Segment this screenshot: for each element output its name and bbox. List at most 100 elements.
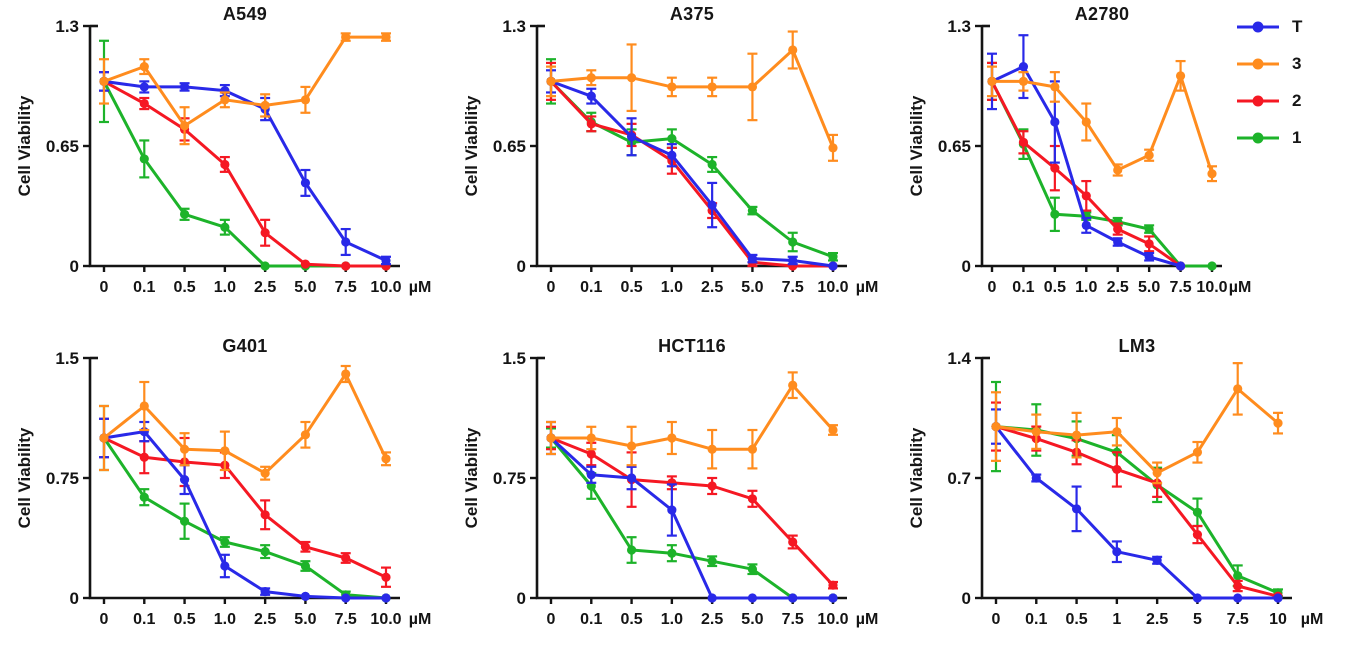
chart-lm3: Cell Viability LM3 0 0.7 1.4 0 0.1 0.5 1 2.5 5 7.… — [900, 332, 1340, 650]
data-point-3 — [1175, 71, 1186, 81]
chart-g401: Cell Viability G401 0 0.75 1.5 0 0.1 0.5 1.0 2.… — [8, 332, 448, 650]
data-point-T — [220, 561, 230, 571]
x-tick-label: 0.1 — [133, 279, 155, 296]
axis — [535, 26, 847, 268]
y-tick-label: 0.65 — [493, 137, 526, 156]
legend-dot — [1252, 21, 1264, 32]
y-tick-label: 0 — [962, 257, 971, 276]
series-line-3 — [102, 372, 388, 475]
y-tick-label: 0 — [962, 589, 971, 608]
x-tick-label: 0 — [988, 279, 997, 296]
series-line-1 — [549, 436, 835, 600]
data-point-3 — [828, 425, 838, 435]
data-point-3 — [707, 82, 717, 92]
data-point-T — [707, 593, 717, 603]
data-point-2 — [139, 98, 149, 109]
y-tick-label: 0 — [517, 589, 526, 608]
data-point-2 — [341, 261, 351, 271]
y-tick-label: 0 — [70, 589, 79, 608]
series-line-3 — [102, 35, 388, 128]
data-point-1 — [220, 537, 230, 547]
x-tick-label: 10.0 — [370, 279, 401, 296]
y-tick-label: 0 — [517, 257, 526, 276]
x-tick-label: 2.5 — [1146, 611, 1168, 628]
chart-title: A375 — [669, 4, 715, 24]
chart-title: A549 — [222, 4, 268, 24]
x-tick-label: 5.0 — [294, 611, 316, 628]
series-line-2 — [549, 79, 835, 268]
legend-dot — [1252, 132, 1264, 143]
x-tick-label: 7.5 — [1227, 611, 1249, 628]
x-unit-label: µM — [409, 279, 432, 296]
x-tick-label: 0 — [547, 611, 556, 628]
x-tick-label: 1.0 — [214, 611, 236, 628]
data-point-3 — [1192, 447, 1203, 457]
data-point-T — [179, 82, 190, 92]
data-point-T — [300, 178, 311, 188]
y-tick-label: 1.3 — [947, 17, 971, 36]
data-point-T — [1050, 117, 1060, 127]
data-point-T — [788, 593, 798, 603]
chart-title: A2780 — [1074, 4, 1130, 24]
x-tick-label: 2.5 — [254, 279, 276, 296]
data-point-2 — [381, 572, 391, 582]
data-point-1 — [1050, 209, 1060, 219]
data-point-3 — [707, 444, 717, 454]
x-tick-label: 1.0 — [661, 279, 683, 296]
data-point-3 — [381, 32, 391, 42]
x-tick-label: 2.5 — [1107, 279, 1129, 296]
plot-lm3: 0 0.7 1.4 0 0.1 0.5 1 2.5 5 7.5 10 µM — [947, 349, 1323, 628]
series-line-1 — [990, 79, 1214, 268]
data-point-3 — [788, 45, 798, 55]
data-point-3 — [1144, 150, 1154, 160]
data-point-T — [1018, 62, 1029, 72]
x-tick-label: 10 — [1269, 611, 1287, 628]
data-point-T — [1081, 220, 1091, 230]
data-point-3 — [99, 76, 109, 86]
data-point-1 — [139, 154, 149, 164]
data-point-1 — [260, 261, 270, 271]
data-point-T — [707, 200, 717, 210]
y-tick-label: 0.75 — [46, 469, 79, 488]
x-tick-label: 0.5 — [173, 611, 195, 628]
series-line-T — [994, 425, 1280, 600]
data-point-1 — [788, 237, 798, 247]
data-point-T — [341, 237, 351, 247]
data-point-2 — [747, 494, 758, 504]
data-point-3 — [139, 62, 149, 72]
y-tick-label: 1.3 — [55, 17, 79, 36]
data-point-T — [747, 254, 758, 264]
data-point-1 — [1233, 571, 1243, 581]
data-point-1 — [626, 545, 637, 555]
data-point-T — [381, 255, 391, 266]
data-point-1 — [747, 206, 758, 216]
data-point-1 — [179, 516, 190, 526]
x-tick-label: 10.0 — [370, 611, 401, 628]
data-point-T — [626, 473, 637, 483]
series-line-2 — [549, 436, 835, 587]
series-line-2 — [102, 436, 388, 579]
data-point-T — [1192, 593, 1203, 603]
data-point-3 — [546, 433, 556, 443]
chart-hct116: Cell Viability HCT116 0 0.75 1.5 0 0.1 0.5 1.0… — [455, 332, 895, 650]
y-tick-label: 0.7 — [947, 469, 971, 488]
data-point-T — [1144, 252, 1154, 262]
legend-label: 3 — [1292, 53, 1302, 73]
x-tick-label: 0.1 — [1012, 279, 1034, 296]
data-point-3 — [991, 421, 1001, 432]
plot-a549: 0 0.65 1.3 0 0.1 0.5 1.0 2.5 5.0 7.5 10.0 µM — [46, 17, 432, 296]
legend-label: T — [1292, 16, 1303, 36]
data-point-T — [828, 261, 838, 271]
x-unit-label: µM — [856, 279, 879, 296]
data-point-1 — [1192, 507, 1203, 517]
series-line-3 — [549, 383, 835, 451]
data-point-2 — [260, 228, 270, 238]
data-point-2 — [1018, 137, 1029, 147]
series-line-T — [549, 79, 835, 268]
y-tick-label: 1.3 — [502, 17, 526, 36]
data-point-3 — [586, 433, 596, 443]
data-point-T — [300, 591, 311, 601]
series-line-3 — [990, 74, 1214, 176]
data-point-2 — [1050, 163, 1060, 173]
x-tick-label: 2.5 — [254, 611, 276, 628]
